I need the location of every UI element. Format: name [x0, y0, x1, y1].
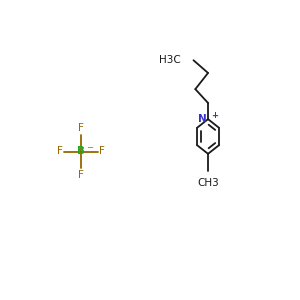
Text: F: F: [78, 170, 84, 180]
Text: N: N: [198, 114, 207, 124]
Text: +: +: [211, 110, 218, 119]
Text: F: F: [100, 146, 105, 157]
Text: CH3: CH3: [197, 178, 219, 188]
Text: H3C: H3C: [159, 55, 181, 65]
Text: F: F: [57, 146, 62, 157]
Text: −: −: [86, 143, 93, 152]
Text: F: F: [78, 123, 84, 133]
Text: B: B: [77, 146, 85, 157]
